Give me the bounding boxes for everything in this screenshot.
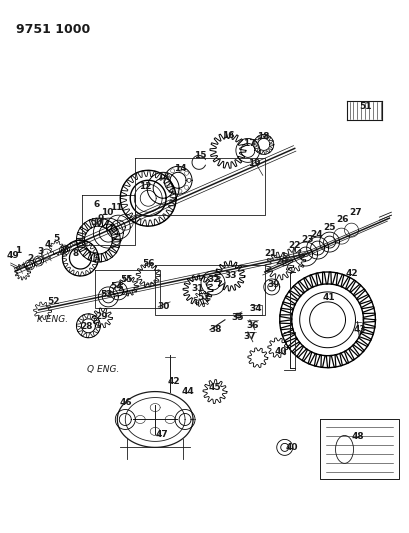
Text: 53: 53 bbox=[100, 290, 112, 300]
Text: 2: 2 bbox=[27, 254, 34, 263]
Text: 47: 47 bbox=[155, 430, 168, 439]
Text: 55: 55 bbox=[120, 276, 132, 285]
Text: 12: 12 bbox=[139, 182, 151, 191]
Text: 8: 8 bbox=[72, 248, 79, 257]
Text: 15: 15 bbox=[193, 151, 206, 160]
Text: 25: 25 bbox=[323, 223, 335, 232]
Text: 49: 49 bbox=[6, 251, 19, 260]
Text: 9: 9 bbox=[97, 214, 103, 223]
Text: 40: 40 bbox=[274, 347, 286, 356]
Text: 13: 13 bbox=[157, 172, 169, 181]
Text: 20: 20 bbox=[275, 256, 287, 265]
Text: Q ENG.: Q ENG. bbox=[87, 365, 119, 374]
Text: 5: 5 bbox=[53, 233, 59, 243]
Text: 34: 34 bbox=[249, 304, 261, 313]
Text: 32: 32 bbox=[207, 276, 220, 285]
Text: 36: 36 bbox=[246, 321, 258, 330]
Text: 46: 46 bbox=[120, 398, 132, 407]
Text: 31: 31 bbox=[191, 285, 204, 294]
Text: 9751 1000: 9751 1000 bbox=[16, 23, 90, 36]
Text: 22: 22 bbox=[288, 240, 300, 249]
Text: 21: 21 bbox=[264, 248, 276, 257]
Text: 23: 23 bbox=[301, 235, 313, 244]
Text: 39: 39 bbox=[267, 280, 279, 289]
Text: 27: 27 bbox=[348, 208, 361, 217]
Text: 16: 16 bbox=[221, 131, 234, 140]
Text: 28: 28 bbox=[80, 322, 92, 332]
Text: 51: 51 bbox=[358, 102, 371, 111]
Text: 41: 41 bbox=[321, 293, 334, 302]
Text: 50: 50 bbox=[90, 217, 102, 227]
Text: 4: 4 bbox=[44, 239, 51, 248]
Text: 48: 48 bbox=[351, 432, 363, 441]
Text: 10: 10 bbox=[101, 208, 113, 217]
Text: K ENG.: K ENG. bbox=[36, 316, 67, 324]
Text: 52: 52 bbox=[47, 297, 60, 306]
Text: 18: 18 bbox=[256, 132, 268, 141]
Text: 54: 54 bbox=[110, 282, 122, 292]
Text: 26: 26 bbox=[335, 215, 348, 224]
Text: 24: 24 bbox=[310, 230, 322, 239]
Text: 29: 29 bbox=[95, 312, 108, 321]
Text: 56: 56 bbox=[142, 259, 154, 268]
Text: 33: 33 bbox=[224, 271, 236, 280]
Text: 3: 3 bbox=[37, 247, 44, 255]
Text: 6: 6 bbox=[93, 200, 99, 209]
Text: 11: 11 bbox=[110, 203, 122, 212]
Text: 57: 57 bbox=[197, 293, 210, 302]
Text: 35: 35 bbox=[231, 313, 243, 322]
Text: 1: 1 bbox=[16, 246, 22, 255]
Text: 40: 40 bbox=[285, 443, 297, 452]
Text: 19: 19 bbox=[248, 159, 261, 168]
Text: 43: 43 bbox=[352, 325, 365, 334]
Text: 44: 44 bbox=[181, 387, 194, 396]
Text: 42: 42 bbox=[344, 270, 357, 278]
Text: 42: 42 bbox=[167, 377, 180, 386]
Text: 30: 30 bbox=[157, 302, 169, 311]
Text: 45: 45 bbox=[208, 383, 221, 392]
Text: 17: 17 bbox=[242, 139, 254, 148]
Text: 37: 37 bbox=[243, 332, 256, 341]
Text: 14: 14 bbox=[173, 164, 186, 173]
Text: 38: 38 bbox=[209, 325, 222, 334]
Text: 7: 7 bbox=[61, 246, 67, 255]
